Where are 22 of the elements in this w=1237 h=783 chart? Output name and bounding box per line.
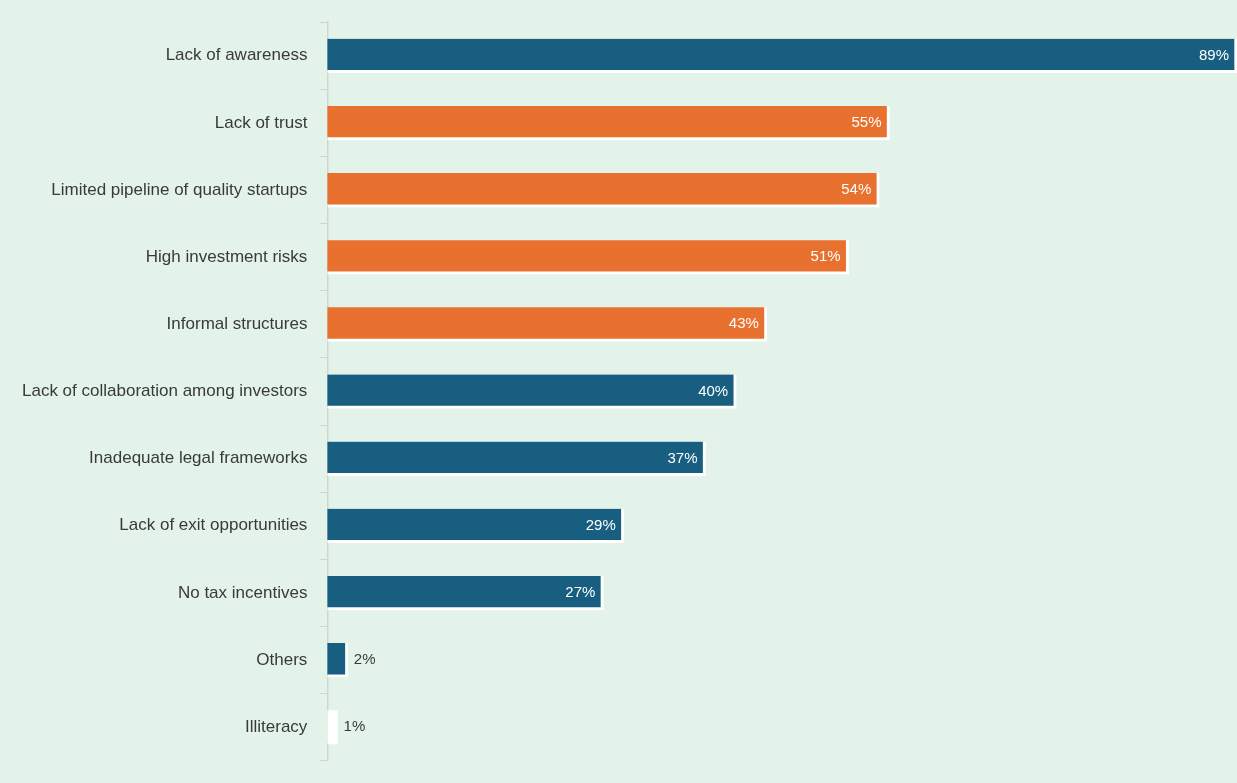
y-tick-label: No tax incentives bbox=[177, 582, 308, 602]
y-tick-label: Limited pipeline of quality startups bbox=[51, 179, 308, 199]
y-tick-label: Inadequate legal frameworks bbox=[89, 448, 308, 468]
y-tick-label: Others bbox=[256, 649, 308, 669]
data-label: 37% bbox=[667, 448, 698, 466]
data-label: 2% bbox=[353, 650, 376, 668]
y-tick-label: High investment risks bbox=[145, 246, 308, 266]
y-tick-label: Informal structures bbox=[166, 314, 308, 334]
data-label: 1% bbox=[343, 717, 366, 735]
y-tick-label: Lack of trust bbox=[214, 112, 308, 132]
y-tick-label: Illiteracy bbox=[245, 716, 308, 736]
data-label: 29% bbox=[585, 515, 616, 533]
y-tick-label: Lack of exit opportunities bbox=[119, 515, 308, 535]
y-tick-label: Lack of awareness bbox=[165, 45, 308, 65]
y-tick-label: Lack of collaboration among investors bbox=[21, 381, 308, 401]
data-label: 40% bbox=[698, 381, 729, 399]
data-label: 27% bbox=[565, 583, 596, 601]
data-label: 54% bbox=[841, 180, 872, 198]
data-label: 55% bbox=[851, 113, 882, 131]
data-label: 51% bbox=[810, 247, 841, 265]
data-label: 89% bbox=[1198, 45, 1229, 63]
data-label: 43% bbox=[728, 314, 759, 332]
